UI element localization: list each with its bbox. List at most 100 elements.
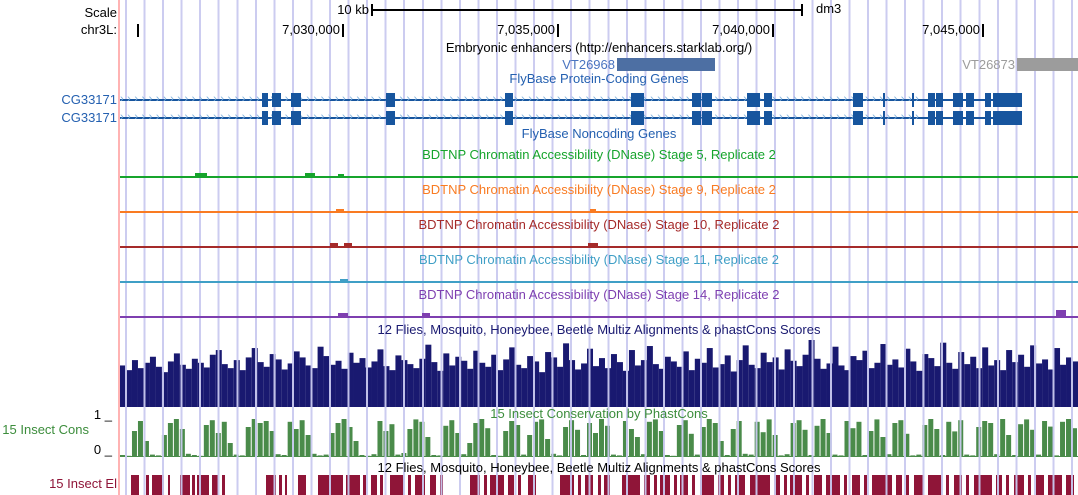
conserved-element-block[interactable] <box>415 475 425 495</box>
conserved-element-block[interactable] <box>440 475 443 495</box>
conserved-element-block[interactable] <box>604 475 610 495</box>
conserved-element-block[interactable] <box>1028 475 1031 495</box>
conservation-histogram[interactable] <box>120 417 1078 457</box>
conserved-element-block[interactable] <box>896 475 902 495</box>
conserved-element-block[interactable] <box>490 475 504 495</box>
bdtnp-signal-baseline-2[interactable] <box>120 211 1078 213</box>
gene-exon[interactable] <box>993 111 1022 125</box>
conserved-element-block[interactable] <box>784 475 787 495</box>
conserved-element-block[interactable] <box>928 475 942 495</box>
gene-label-isoform1[interactable]: CG33171 <box>61 92 117 107</box>
conserved-element-block[interactable] <box>318 475 343 495</box>
gene-exon[interactable] <box>966 111 974 125</box>
gene-exon[interactable] <box>747 93 760 107</box>
conserved-element-block[interactable] <box>1014 475 1024 495</box>
conserved-element-block[interactable] <box>1006 475 1009 495</box>
conserved-element-block[interactable] <box>660 475 670 495</box>
conserved-element-block[interactable] <box>528 475 536 495</box>
conserved-element-block[interactable] <box>363 475 366 495</box>
gene-exon[interactable] <box>883 93 885 107</box>
conserved-element-block[interactable] <box>131 475 139 495</box>
gene-exon[interactable] <box>985 111 991 125</box>
gene-exon[interactable] <box>883 111 885 125</box>
conserved-element-block[interactable] <box>946 475 949 495</box>
conserved-element-block[interactable] <box>806 475 809 495</box>
elements-left-label[interactable]: 15 Insect El <box>49 476 117 491</box>
conserved-element-block[interactable] <box>390 475 404 495</box>
gene-exon[interactable] <box>702 93 712 107</box>
bdtnp-signal-baseline-3[interactable] <box>120 246 1078 248</box>
gene-exon[interactable] <box>953 111 963 125</box>
conserved-element-block[interactable] <box>152 475 164 495</box>
conserved-element-block[interactable] <box>346 475 360 495</box>
conserved-element-block[interactable] <box>285 475 287 495</box>
gene-exon[interactable] <box>272 93 281 107</box>
gene-exon[interactable] <box>928 111 935 125</box>
conserved-element-block[interactable] <box>470 475 480 495</box>
conserved-element-block[interactable] <box>872 475 892 495</box>
conserved-element-block[interactable] <box>380 475 383 495</box>
enhancer-label-vt26873[interactable]: VT26873 <box>962 57 1015 72</box>
conserved-element-block[interactable] <box>585 475 593 495</box>
conserved-element-block[interactable] <box>222 475 225 495</box>
conserved-element-block[interactable] <box>750 475 770 495</box>
conserved-element-block[interactable] <box>906 475 909 495</box>
conserved-element-block[interactable] <box>598 475 601 495</box>
gene-exon[interactable] <box>291 111 301 125</box>
conserved-element-block[interactable] <box>192 475 195 495</box>
gene-exon[interactable] <box>853 111 863 125</box>
gene-exon[interactable] <box>505 93 513 107</box>
conserved-element-block[interactable] <box>212 475 218 495</box>
gene-exon[interactable] <box>928 93 935 107</box>
enhancer-label-vt26968[interactable]: VT26968 <box>562 57 615 72</box>
gene-exon[interactable] <box>386 93 395 107</box>
gene-exon[interactable] <box>953 93 963 107</box>
gene-exon[interactable] <box>505 111 513 125</box>
gene-exon[interactable] <box>853 93 863 107</box>
gene-label-isoform2[interactable]: CG33171 <box>61 110 117 125</box>
conserved-element-block[interactable] <box>852 475 860 495</box>
conserved-element-block[interactable] <box>718 475 724 495</box>
bdtnp-signal-baseline-5[interactable] <box>120 316 1078 318</box>
conserved-element-block[interactable] <box>484 475 487 495</box>
conserved-element-block[interactable] <box>674 475 677 495</box>
conserved-element-block[interactable] <box>966 475 969 495</box>
conserved-element-block[interactable] <box>692 475 695 495</box>
conserved-element-block[interactable] <box>1066 475 1074 495</box>
conserved-element-block[interactable] <box>826 475 840 495</box>
conserved-element-block[interactable] <box>864 475 867 495</box>
gene-exon[interactable] <box>631 93 644 107</box>
conserved-element-block[interactable] <box>578 475 581 495</box>
conserved-element-block[interactable] <box>518 475 521 495</box>
conserved-element-block[interactable] <box>1036 475 1044 495</box>
conserved-element-block[interactable] <box>371 475 377 495</box>
enhancer-item-vt26873[interactable] <box>1017 58 1078 71</box>
gene-exon[interactable] <box>631 111 644 125</box>
conserved-element-block[interactable] <box>954 475 962 495</box>
gene-exon[interactable] <box>702 111 712 125</box>
conserved-element-block[interactable] <box>844 475 847 495</box>
conserved-element-block[interactable] <box>644 475 650 495</box>
conserved-element-block[interactable] <box>654 475 657 495</box>
conserved-element-block[interactable] <box>180 475 190 495</box>
gene-exon[interactable] <box>936 111 943 125</box>
conserved-element-block[interactable] <box>996 475 1002 495</box>
gene-exon[interactable] <box>262 93 268 107</box>
conserved-element-block[interactable] <box>298 475 306 495</box>
conserved-element-block[interactable] <box>508 475 514 495</box>
enhancer-item-vt26968[interactable] <box>617 58 715 71</box>
conserved-element-block[interactable] <box>728 475 731 495</box>
gene-exon[interactable] <box>692 111 701 125</box>
conserved-element-block[interactable] <box>146 475 149 495</box>
conservation-left-label[interactable]: 15 Insect Cons <box>2 422 89 437</box>
gene-exon[interactable] <box>262 111 268 125</box>
bdtnp-signal-baseline-1[interactable] <box>120 176 1078 178</box>
gene-exon[interactable] <box>985 93 991 107</box>
conserved-element-block[interactable] <box>774 475 780 495</box>
gene-exon[interactable] <box>764 111 772 125</box>
gene-exon[interactable] <box>272 111 281 125</box>
gene-exon[interactable] <box>764 93 772 107</box>
gene-exon[interactable] <box>747 111 760 125</box>
gene-exon[interactable] <box>692 93 701 107</box>
